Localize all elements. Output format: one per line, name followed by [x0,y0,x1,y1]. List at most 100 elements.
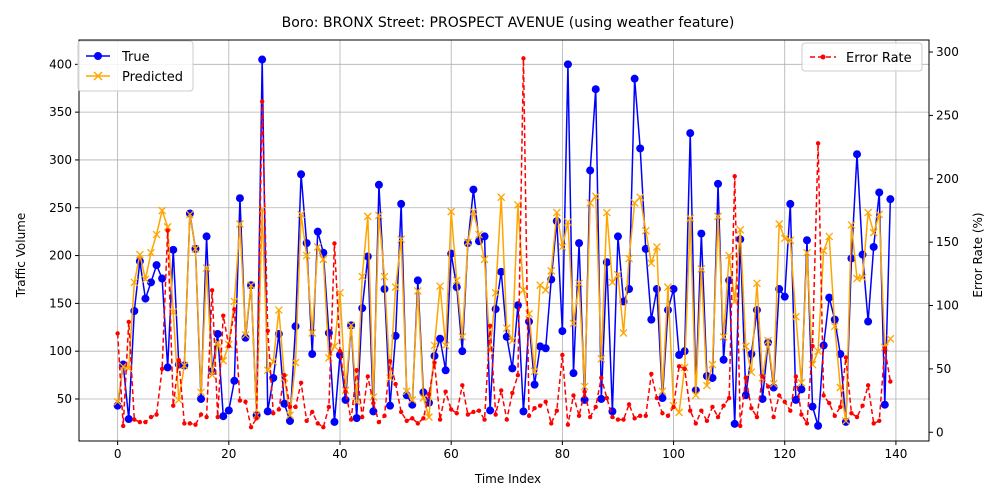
data-point [458,347,467,356]
data-point [854,414,860,420]
data-point [554,408,560,413]
data-point [865,383,871,388]
y2-tick-label: 100 [936,299,959,313]
data-point [641,244,650,253]
data-point [738,423,743,429]
data-point [732,174,737,179]
data-point [880,400,889,409]
data-point [193,422,198,427]
data-point [602,258,611,267]
data-point [493,412,498,417]
data-point [482,417,487,422]
data-point [313,242,322,251]
data-point [469,207,478,216]
data-point [376,419,382,425]
data-point [775,220,784,228]
series-layer [113,55,895,430]
data-point [613,232,622,241]
data-point [719,355,728,364]
y2-tick-label: 200 [936,172,959,186]
data-point [663,306,672,315]
data-point [771,414,776,420]
data-point [371,400,376,406]
data-point [330,417,339,426]
data-point [508,364,517,373]
data-point [632,416,637,421]
data-point [882,346,888,351]
data-point [791,395,800,404]
data-point [387,359,393,364]
data-point [363,212,372,221]
data-point [382,413,387,418]
data-point [791,312,800,321]
data-point [658,394,667,403]
data-point [358,272,367,281]
data-point [287,404,293,410]
data-point [697,229,706,238]
data-point [571,393,576,398]
x-tick-label: 60 [444,447,459,461]
data-point [458,332,467,341]
data-point [769,383,778,392]
data-point [565,422,571,427]
data-point [276,407,282,412]
data-point [185,209,194,218]
data-point [430,351,439,360]
data-point [352,414,361,423]
data-point [360,414,365,420]
data-point [519,407,528,416]
data-point [586,199,595,207]
y2-tick-label: 150 [936,235,959,249]
data-point [591,192,600,201]
data-point [285,416,294,425]
data-point [597,394,606,403]
data-point [471,409,476,415]
data-point [682,366,687,372]
data-point [847,254,856,263]
data-point [510,390,515,396]
data-point [764,336,773,345]
y-tick-label: 300 [49,153,72,167]
data-point [736,225,745,234]
data-point [575,239,584,248]
data-point [843,355,849,360]
data-point [254,416,259,421]
data-point [615,417,621,422]
data-point [803,248,811,257]
data-point [853,150,862,159]
data-point [519,286,528,294]
data-point [241,333,250,342]
data-point [413,286,422,295]
data-point [702,381,711,390]
data-point [197,388,205,397]
data-point [575,279,584,288]
data-point [780,292,789,301]
data-point [599,375,604,380]
data-point [886,334,895,343]
data-point [776,393,782,398]
data-point [380,272,389,281]
y2-axis-label: Error Rate (%) [971,212,985,297]
data-point [552,208,561,217]
data-point [875,188,884,197]
data-point [832,413,837,418]
data-point [743,375,749,380]
data-point [369,393,378,402]
data-point [124,415,133,424]
data-point [814,347,823,356]
data-point [810,343,815,349]
data-point [708,373,717,382]
data-point [135,250,144,259]
plot-frame [78,39,930,442]
data-point [265,328,270,334]
data-point [158,274,167,283]
legend-predicted-label: Predicted [122,70,183,85]
x-tick-label: 40 [332,447,347,461]
data-point [647,259,656,268]
data-point [230,376,239,385]
data-point [864,317,873,326]
data-point [448,407,454,412]
data-point [441,341,450,350]
data-point [721,403,726,408]
data-point [569,369,578,378]
